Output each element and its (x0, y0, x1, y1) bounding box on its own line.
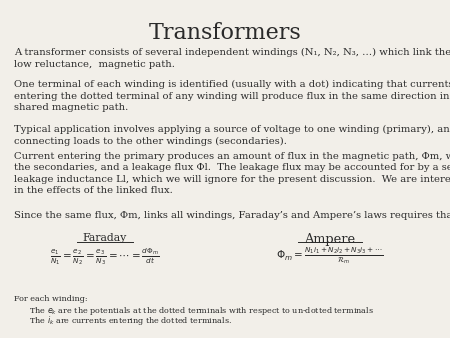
Text: Typical application involves applying a source of voltage to one winding (primar: Typical application involves applying a … (14, 125, 450, 146)
Text: $\Phi_m = \frac{N_1 i_1 + N_2 i_2 + N_3 i_3 + \cdots}{\mathcal{R}_m}$: $\Phi_m = \frac{N_1 i_1 + N_2 i_2 + N_3 … (276, 246, 384, 266)
Text: A transformer consists of several independent windings (N₁, N₂, N₃, …) which lin: A transformer consists of several indepe… (14, 48, 450, 69)
Text: One terminal of each winding is identified (usually with a dot) indicating that : One terminal of each winding is identifi… (14, 80, 450, 112)
Text: The $i_k$ are currents entering the dotted terminals.: The $i_k$ are currents entering the dott… (14, 314, 232, 327)
Text: For each winding:: For each winding: (14, 295, 88, 303)
Text: Faraday: Faraday (83, 233, 127, 243)
Text: Ampere: Ampere (305, 233, 356, 246)
Text: The $e_k$ are the potentials at the dotted terminals with respect to un-dotted t: The $e_k$ are the potentials at the dott… (14, 305, 374, 317)
Text: $\frac{e_1}{N_1} = \frac{e_2}{N_2} = \frac{e_3}{N_3} = \cdots = \frac{d\Phi_m}{d: $\frac{e_1}{N_1} = \frac{e_2}{N_2} = \fr… (50, 246, 160, 267)
Text: Transformers: Transformers (148, 22, 302, 44)
Text: Since the same flux, Φm, links all windings, Faraday’s and Ampere’s laws require: Since the same flux, Φm, links all windi… (14, 211, 450, 220)
Text: Current entering the primary produces an amount of flux in the magnetic path, Φm: Current entering the primary produces an… (14, 152, 450, 195)
